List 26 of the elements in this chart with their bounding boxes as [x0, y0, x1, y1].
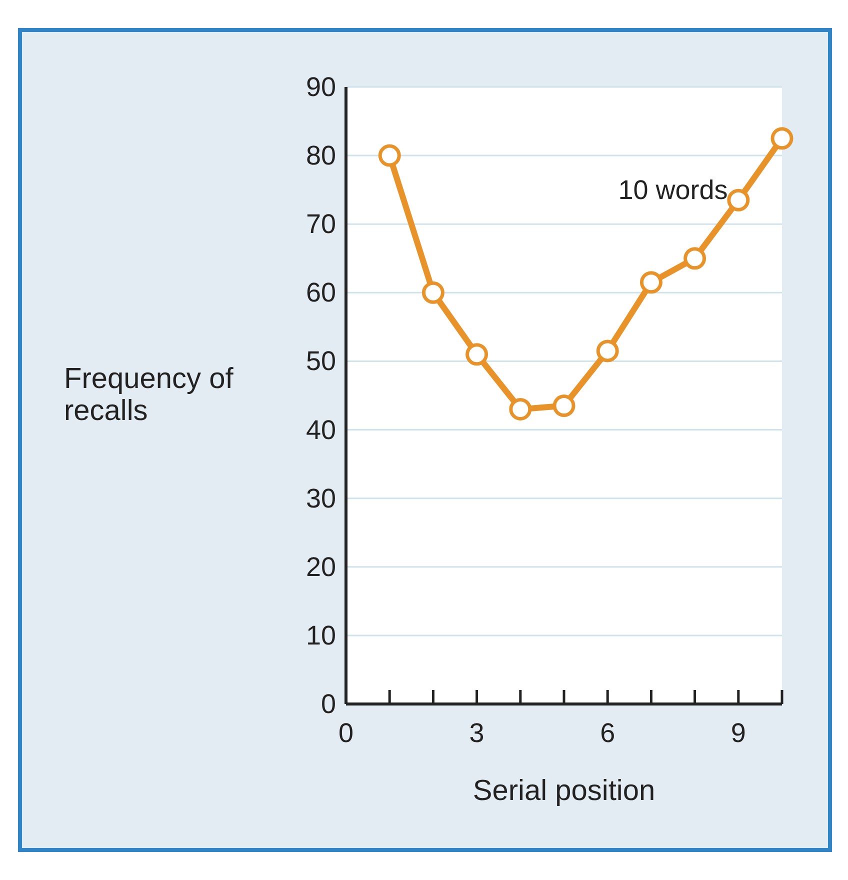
y-tick-label: 40: [306, 414, 336, 445]
point: [552, 394, 576, 418]
x-tick-label: 9: [730, 718, 746, 748]
y-tick-label: 70: [306, 209, 336, 240]
point: [509, 398, 532, 420]
y-tick-label: 50: [306, 346, 336, 376]
y-tick-label: 90: [306, 72, 336, 102]
point: [640, 271, 662, 294]
y-axis-title: Frequency of recalls: [64, 363, 234, 427]
y-tick-label: 10: [306, 620, 336, 650]
x-axis-title: Serial position: [472, 775, 656, 807]
point: [684, 247, 706, 270]
x-tick-label: 3: [469, 718, 484, 748]
point: [378, 144, 401, 167]
point: [596, 340, 619, 362]
y-tick-label: 20: [306, 552, 336, 582]
x-tick-label: 6: [600, 718, 616, 748]
y-tick-label: 0: [320, 689, 336, 719]
point: [727, 188, 750, 212]
annotation: 10 words: [618, 175, 728, 205]
point: [422, 281, 444, 304]
y-tick-label: 30: [306, 483, 336, 514]
y-tick-label: 60: [306, 278, 336, 308]
y-tick-label: 80: [306, 140, 336, 171]
point: [770, 127, 794, 150]
point: [466, 343, 488, 366]
